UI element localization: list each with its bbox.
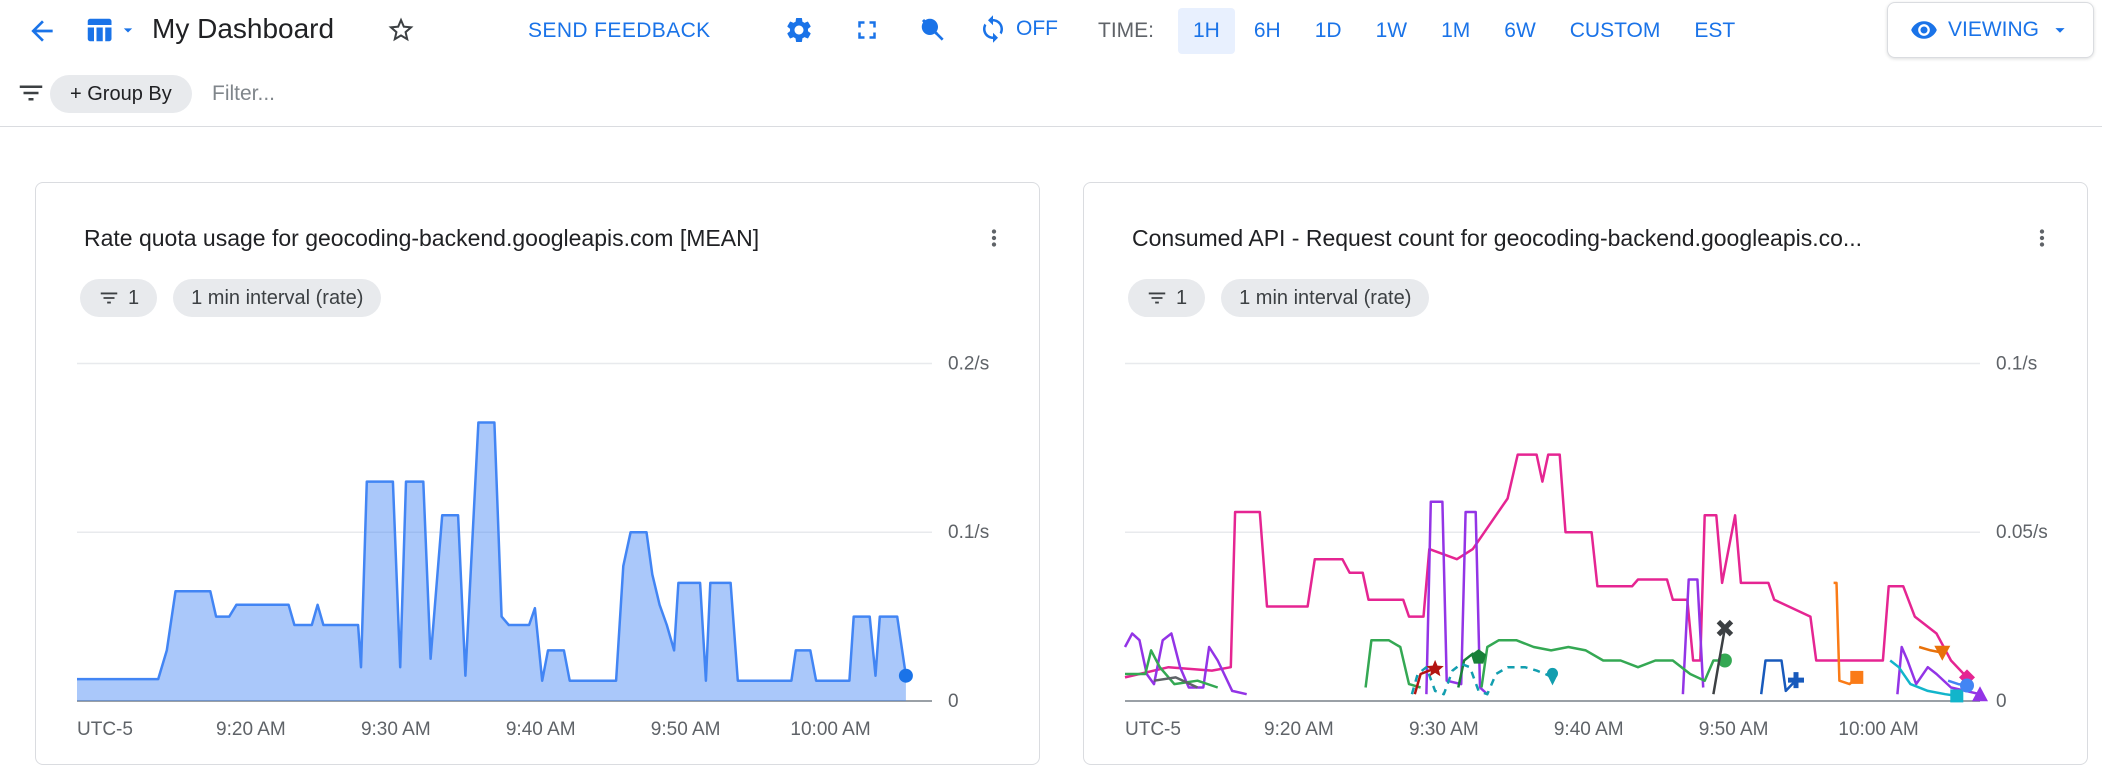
fullscreen-button[interactable] <box>850 13 884 47</box>
send-feedback-link[interactable]: SEND FEEDBACK <box>528 19 711 42</box>
header-divider <box>0 126 2102 127</box>
settings-button[interactable] <box>782 13 816 47</box>
time-range-1w[interactable]: 1W <box>1361 8 1423 54</box>
back-button[interactable] <box>24 13 60 49</box>
svg-text:UTC-5: UTC-5 <box>77 719 133 740</box>
viewing-label: VIEWING <box>1947 18 2039 41</box>
star-icon <box>388 17 414 42</box>
page-title: My Dashboard <box>152 13 335 44</box>
timezone-est-button[interactable]: EST <box>1679 8 1750 54</box>
filter-count-label: 1 <box>1176 286 1188 309</box>
time-range-group: 1H 6H 1D 1W 1M 6W CUSTOM EST <box>1178 8 1750 54</box>
chart-chips: 1 1 min interval (rate) <box>1128 279 1430 317</box>
svg-text:9:20 AM: 9:20 AM <box>216 719 286 740</box>
eye-icon <box>1911 21 1937 39</box>
dashboard-filter-input[interactable] <box>212 75 812 113</box>
svg-text:0.05/s: 0.05/s <box>1996 522 2048 543</box>
filter-count-chip[interactable]: 1 <box>1128 279 1206 317</box>
time-label: TIME: <box>1098 19 1154 42</box>
dashboard-grid-button[interactable] <box>82 13 140 47</box>
time-range-6h[interactable]: 6H <box>1239 8 1296 54</box>
chart-card-consumed-api: Consumed API - Request count for geocodi… <box>1083 182 2088 765</box>
svg-text:0: 0 <box>948 691 959 712</box>
filter-count-label: 1 <box>128 286 140 309</box>
dashboard-grid-icon <box>87 18 112 42</box>
svg-text:9:20 AM: 9:20 AM <box>1264 719 1334 740</box>
time-range-1d[interactable]: 1D <box>1300 8 1357 54</box>
filter-list-icon <box>16 78 46 113</box>
svg-text:UTC-5: UTC-5 <box>1125 719 1181 740</box>
chart-zoom-button[interactable] <box>916 13 950 47</box>
kebab-icon <box>2039 229 2045 247</box>
back-arrow-icon <box>31 20 53 42</box>
refresh-state-label: OFF <box>1016 17 1058 40</box>
svg-text:0.1/s: 0.1/s <box>1996 353 2037 374</box>
group-by-chip[interactable]: + Group By <box>50 75 192 113</box>
rate-quota-usage-chart[interactable]: 0 0.1/s 0.2/s UTC-5 9:20 AM 9:30 AM 9:40 AM 9:5… <box>42 333 1022 753</box>
svg-text:10:00 AM: 10:00 AM <box>1838 719 1918 740</box>
chevron-down-icon <box>2055 28 2065 33</box>
chart-chips: 1 1 min interval (rate) <box>80 279 382 317</box>
svg-text:9:40 AM: 9:40 AM <box>506 719 576 740</box>
star-button[interactable] <box>384 13 418 47</box>
filter-list-icon <box>1148 292 1166 304</box>
zoom-disabled-icon <box>921 18 944 41</box>
consumed-api-request-chart[interactable]: 0 0.05/s 0.1/s UTC-5 9:20 AM 9:30 AM 9:40 AM 9:… <box>1090 333 2070 753</box>
interval-chip[interactable]: 1 min interval (rate) <box>173 279 382 317</box>
time-range-6w[interactable]: 6W <box>1489 8 1551 54</box>
chart-title: Consumed API - Request count for geocodi… <box>1132 225 1863 251</box>
filter-list-icon <box>100 292 118 304</box>
top-app-bar: My Dashboard SEND FEEDBACK OFF TIME: 1H … <box>0 0 2102 62</box>
time-range-1h[interactable]: 1H <box>1178 8 1235 54</box>
gear-icon <box>787 18 811 42</box>
svg-text:0.1/s: 0.1/s <box>948 522 989 543</box>
filter-count-chip[interactable]: 1 <box>80 279 158 317</box>
time-range-custom[interactable]: CUSTOM <box>1555 8 1676 54</box>
chart-title: Rate quota usage for geocoding-backend.g… <box>84 225 760 251</box>
svg-text:9:50 AM: 9:50 AM <box>651 719 721 740</box>
svg-text:0: 0 <box>1996 691 2007 712</box>
chart-menu-button[interactable] <box>977 221 1011 258</box>
chart-card-rate-quota: Rate quota usage for geocoding-backend.g… <box>35 182 1040 765</box>
svg-text:9:30 AM: 9:30 AM <box>361 719 431 740</box>
svg-text:9:30 AM: 9:30 AM <box>1409 719 1479 740</box>
chevron-down-icon <box>123 28 133 33</box>
svg-text:9:40 AM: 9:40 AM <box>1554 719 1624 740</box>
svg-text:10:00 AM: 10:00 AM <box>790 719 870 740</box>
refresh-icon <box>983 15 1003 43</box>
interval-chip[interactable]: 1 min interval (rate) <box>1221 279 1430 317</box>
svg-text:0.2/s: 0.2/s <box>948 353 989 374</box>
viewing-button[interactable]: VIEWING <box>1886 2 2094 58</box>
kebab-icon <box>991 229 997 247</box>
fullscreen-icon <box>858 21 876 39</box>
svg-text:9:50 AM: 9:50 AM <box>1699 719 1769 740</box>
dashboard-filter-bar: + Group By <box>0 62 2102 126</box>
auto-refresh-button[interactable]: OFF <box>978 14 1058 44</box>
time-range-1m[interactable]: 1M <box>1426 8 1485 54</box>
chart-menu-button[interactable] <box>2025 221 2059 258</box>
